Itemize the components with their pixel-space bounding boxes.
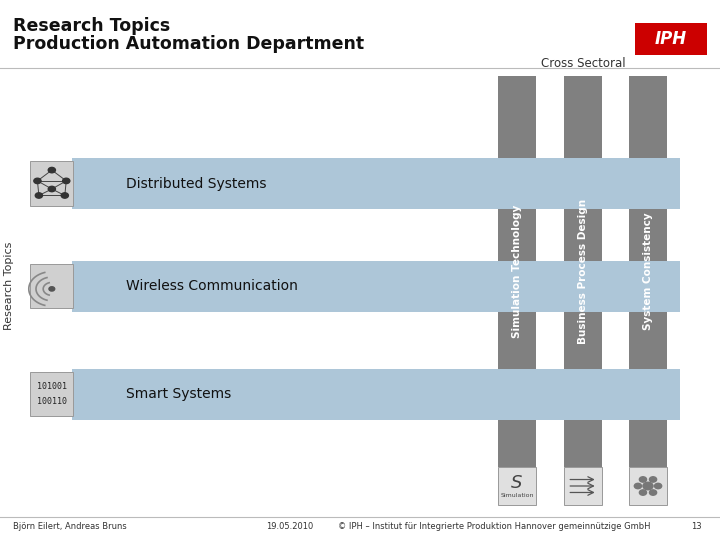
Text: 19.05.2010: 19.05.2010 (266, 522, 314, 531)
Bar (629, 467, 667, 505)
Circle shape (654, 483, 662, 489)
Text: 101001: 101001 (37, 382, 67, 391)
Text: S: S (511, 474, 523, 492)
Bar (564, 76, 602, 467)
Text: Simulation: Simulation (500, 493, 534, 498)
Circle shape (639, 477, 647, 482)
Text: Björn Eilert, Andreas Bruns: Björn Eilert, Andreas Bruns (13, 522, 127, 531)
Bar (72, 261, 680, 312)
Text: Distributed Systems: Distributed Systems (126, 177, 266, 191)
Circle shape (61, 193, 68, 198)
Circle shape (643, 482, 653, 490)
Text: Production Automation Department: Production Automation Department (13, 35, 364, 53)
Bar (72, 368, 680, 420)
Text: Wireless Communication: Wireless Communication (126, 279, 298, 293)
Bar (72, 158, 680, 209)
Text: 13: 13 (691, 522, 702, 531)
Bar (498, 467, 536, 505)
Text: Simulation Technology: Simulation Technology (512, 205, 522, 338)
Bar (30, 264, 73, 308)
Text: Business Process Design: Business Process Design (578, 199, 588, 344)
Circle shape (649, 490, 657, 495)
Circle shape (34, 178, 41, 184)
Circle shape (63, 178, 70, 184)
Bar (629, 76, 667, 467)
Bar (30, 161, 73, 206)
Bar (30, 372, 73, 416)
Text: Research Topics: Research Topics (13, 17, 170, 35)
Text: Research Topics: Research Topics (4, 242, 14, 330)
Text: IPH: IPH (655, 30, 687, 48)
Circle shape (35, 193, 42, 198)
Text: System Consistency: System Consistency (643, 213, 653, 330)
Text: © IPH – Institut für Integrierte Produktion Hannover gemeinnützige GmbH: © IPH – Institut für Integrierte Produkt… (338, 522, 651, 531)
Text: Smart Systems: Smart Systems (126, 387, 231, 401)
Circle shape (48, 167, 55, 173)
Bar (635, 23, 707, 55)
Text: 100110: 100110 (37, 397, 67, 406)
Text: Cross Sectoral: Cross Sectoral (541, 57, 626, 70)
Bar (564, 467, 602, 505)
Bar (498, 76, 536, 467)
Circle shape (634, 483, 642, 489)
Circle shape (49, 287, 55, 291)
Circle shape (639, 490, 647, 495)
Circle shape (649, 477, 657, 482)
Circle shape (48, 186, 55, 192)
